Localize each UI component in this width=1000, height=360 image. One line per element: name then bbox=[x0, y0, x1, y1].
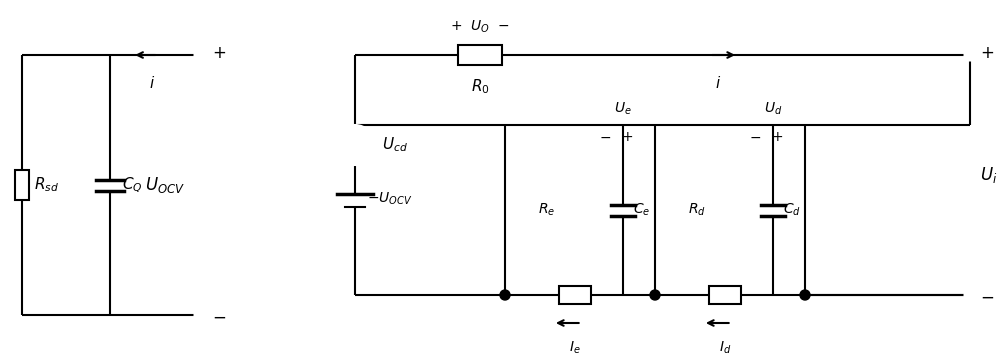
Text: $+$: $+$ bbox=[980, 44, 994, 62]
Text: $-U_{OCV}$: $-U_{OCV}$ bbox=[367, 191, 412, 207]
Text: $I_e$: $I_e$ bbox=[569, 340, 581, 356]
Circle shape bbox=[194, 49, 206, 60]
Text: $R_e$: $R_e$ bbox=[538, 202, 556, 218]
Text: $i$: $i$ bbox=[715, 75, 721, 91]
Text: $-$: $-$ bbox=[599, 130, 611, 144]
Bar bbox=[458, 45, 502, 65]
Text: $C_Q$: $C_Q$ bbox=[122, 175, 143, 195]
Text: $R_0$: $R_0$ bbox=[471, 77, 489, 96]
Bar bbox=[15, 170, 29, 200]
Text: $I_d$: $I_d$ bbox=[719, 340, 731, 356]
Bar bbox=[709, 286, 741, 304]
Circle shape bbox=[194, 310, 206, 320]
Text: $U_i$: $U_i$ bbox=[980, 165, 997, 185]
Text: $+$: $+$ bbox=[621, 130, 633, 144]
Text: $U_{OCV}$: $U_{OCV}$ bbox=[145, 175, 185, 195]
Text: $U_d$: $U_d$ bbox=[764, 100, 782, 117]
Text: $U_e$: $U_e$ bbox=[614, 100, 632, 117]
Text: $R_{sd}$: $R_{sd}$ bbox=[34, 176, 59, 194]
Text: $+$: $+$ bbox=[771, 130, 783, 144]
Bar bbox=[559, 286, 591, 304]
Circle shape bbox=[964, 49, 976, 60]
Text: $C_e$: $C_e$ bbox=[633, 202, 650, 218]
Circle shape bbox=[800, 290, 810, 300]
Text: $R_d$: $R_d$ bbox=[688, 202, 706, 218]
Circle shape bbox=[335, 125, 375, 165]
Text: $+$: $+$ bbox=[212, 44, 226, 62]
Text: $i$: $i$ bbox=[149, 75, 155, 91]
Circle shape bbox=[964, 289, 976, 301]
Circle shape bbox=[500, 290, 510, 300]
Text: $-$: $-$ bbox=[980, 288, 994, 306]
Text: $U_{cd}$: $U_{cd}$ bbox=[382, 136, 408, 154]
Text: $-$: $-$ bbox=[212, 308, 226, 326]
Text: $C_d$: $C_d$ bbox=[783, 202, 801, 218]
Circle shape bbox=[650, 290, 660, 300]
Text: $-$: $-$ bbox=[749, 130, 761, 144]
Text: $+$  $U_O$  $-$: $+$ $U_O$ $-$ bbox=[450, 19, 510, 35]
